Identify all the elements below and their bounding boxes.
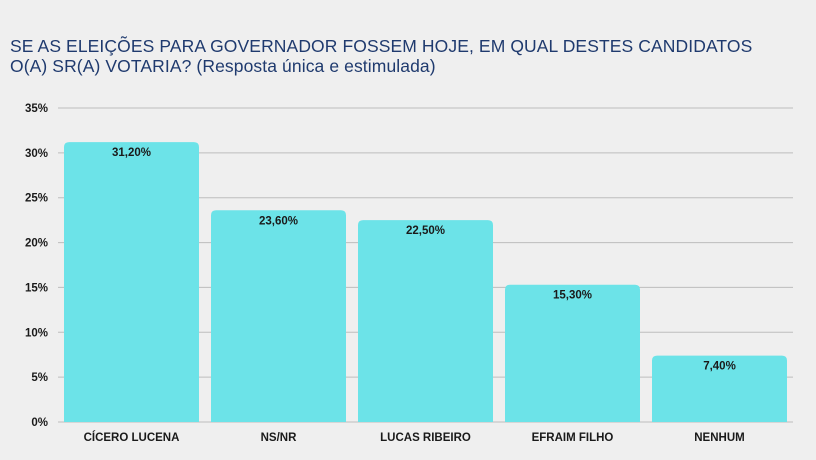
bar-efraim-filho bbox=[505, 284, 640, 422]
y-tick-label: 35% bbox=[25, 103, 48, 115]
y-tick-label: 20% bbox=[25, 238, 48, 250]
y-tick-label: 5% bbox=[31, 372, 48, 384]
bar-ns-nr bbox=[211, 210, 346, 422]
y-tick-label: 30% bbox=[25, 148, 48, 160]
chart-title-line-2: O(A) SR(A) VOTARIA? (Resposta única e es… bbox=[10, 56, 436, 76]
bars bbox=[64, 142, 787, 422]
x-axis: CÍCERO LUCENA NS/NR LUCAS RIBEIRO EFRAIM FI… bbox=[84, 431, 745, 444]
y-tick-label: 25% bbox=[25, 193, 48, 205]
data-label: 15,30% bbox=[553, 290, 592, 302]
x-category-label: NENHUM bbox=[694, 432, 744, 444]
y-tick-label: 0% bbox=[31, 417, 48, 429]
data-label: 7,40% bbox=[703, 361, 736, 373]
x-category-label: CÍCERO LUCENA bbox=[84, 431, 180, 444]
y-tick-label: 15% bbox=[25, 282, 48, 294]
x-category-label: EFRAIM FILHO bbox=[532, 432, 614, 444]
data-labels: 31,20% 23,60% 22,50% 15,30% 7,40% bbox=[112, 147, 736, 373]
y-axis: 0% 5% 10% 15% 20% 25% 30% 35% bbox=[25, 103, 48, 429]
x-category-label: NS/NR bbox=[261, 432, 297, 444]
chart-title-line-1: SE AS ELEIÇÕES PARA GOVERNADOR FOSSEM HO… bbox=[10, 36, 753, 56]
bar-nenhum bbox=[652, 355, 787, 422]
x-category-label: LUCAS RIBEIRO bbox=[380, 432, 471, 444]
data-label: 22,50% bbox=[406, 225, 445, 237]
data-label: 31,20% bbox=[112, 147, 151, 159]
y-tick-label: 10% bbox=[25, 327, 48, 339]
bar-lucas-ribeiro bbox=[358, 220, 493, 422]
data-label: 23,60% bbox=[259, 215, 298, 227]
bar-c-cero-lucena bbox=[64, 142, 199, 422]
